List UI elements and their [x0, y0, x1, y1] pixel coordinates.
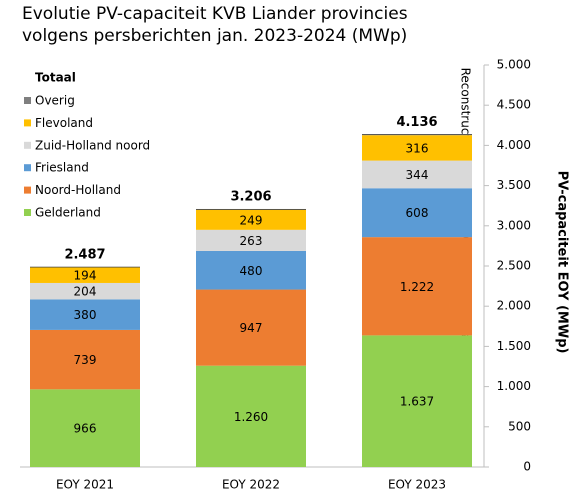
data-label: 204 — [74, 285, 97, 299]
x-tick-label: EOY 2022 — [222, 478, 280, 492]
chart-title: volgens persberichten jan. 2023-2024 (MW… — [22, 26, 407, 46]
bar-segment — [196, 250, 306, 290]
y-axis-label: PV-capaciteit EOY (MWp) — [555, 171, 570, 354]
data-label: 608 — [406, 206, 429, 220]
y-tick-label: 500 — [508, 419, 531, 433]
data-label: 1.637 — [400, 395, 434, 409]
y-tick-label: 1.000 — [497, 379, 531, 393]
total-label: 3.206 — [230, 190, 271, 205]
legend-label: Friesland — [35, 161, 89, 175]
data-label: 739 — [74, 353, 97, 367]
bar-segment — [30, 282, 140, 300]
y-tick-label: 2.500 — [497, 259, 531, 273]
bar-segment — [30, 299, 140, 330]
x-tick-label: EOY 2023 — [388, 478, 446, 492]
legend-label: Totaal — [35, 71, 76, 85]
data-label: 1.260 — [234, 410, 268, 424]
data-label: 194 — [74, 269, 97, 283]
data-label: 316 — [406, 141, 429, 155]
legend-label: Flevoland — [35, 116, 93, 130]
total-label: 4.136 — [396, 115, 437, 130]
legend-label: Zuid-Holland noord — [35, 138, 150, 152]
y-tick-label: 2.000 — [497, 299, 531, 313]
bar-segment — [362, 335, 472, 467]
y-tick-label: 4.500 — [497, 98, 531, 112]
legend-swatch — [24, 119, 31, 127]
bar-segment — [30, 267, 140, 283]
data-label: 380 — [74, 308, 97, 322]
bar-segment — [362, 237, 472, 336]
legend-swatch — [24, 186, 31, 194]
bar-segment — [196, 229, 306, 251]
data-label: 263 — [240, 234, 263, 248]
bar-segment — [362, 135, 472, 161]
bar-segment — [196, 209, 306, 230]
y-tick-label: 0 — [523, 460, 531, 474]
bar-segment — [196, 209, 306, 210]
bar-segment — [362, 134, 472, 136]
y-tick-label: 5.000 — [497, 58, 531, 72]
bar-segment — [196, 365, 306, 467]
y-tick-label: 3.000 — [497, 218, 531, 232]
bar-segment — [196, 289, 306, 366]
chart-title: Evolutie PV-capaciteit KVB Liander provi… — [22, 4, 408, 24]
data-label: 480 — [240, 264, 263, 278]
legend-label: Overig — [35, 94, 75, 108]
x-tick-label: EOY 2021 — [56, 478, 114, 492]
bar-segment — [362, 160, 472, 189]
data-label: 344 — [406, 168, 429, 182]
data-label: 966 — [74, 422, 97, 436]
legend-swatch — [24, 164, 31, 172]
data-label: 1.222 — [400, 280, 434, 294]
legend-label: Noord-Holland — [35, 183, 121, 197]
bar-segment — [30, 389, 140, 467]
bar-segment — [362, 188, 472, 238]
legend-swatch — [24, 97, 31, 104]
legend-swatch — [24, 141, 31, 149]
data-label: 947 — [240, 321, 263, 335]
data-label: 249 — [240, 213, 263, 227]
legend-swatch — [24, 209, 31, 216]
y-tick-label: 3.500 — [497, 178, 531, 192]
y-tick-label: 1.500 — [497, 339, 531, 353]
legend-label: Gelderland — [35, 206, 101, 220]
y-tick-label: 4.000 — [497, 138, 531, 152]
bar-segment — [30, 329, 140, 390]
total-label: 2.487 — [64, 248, 105, 263]
